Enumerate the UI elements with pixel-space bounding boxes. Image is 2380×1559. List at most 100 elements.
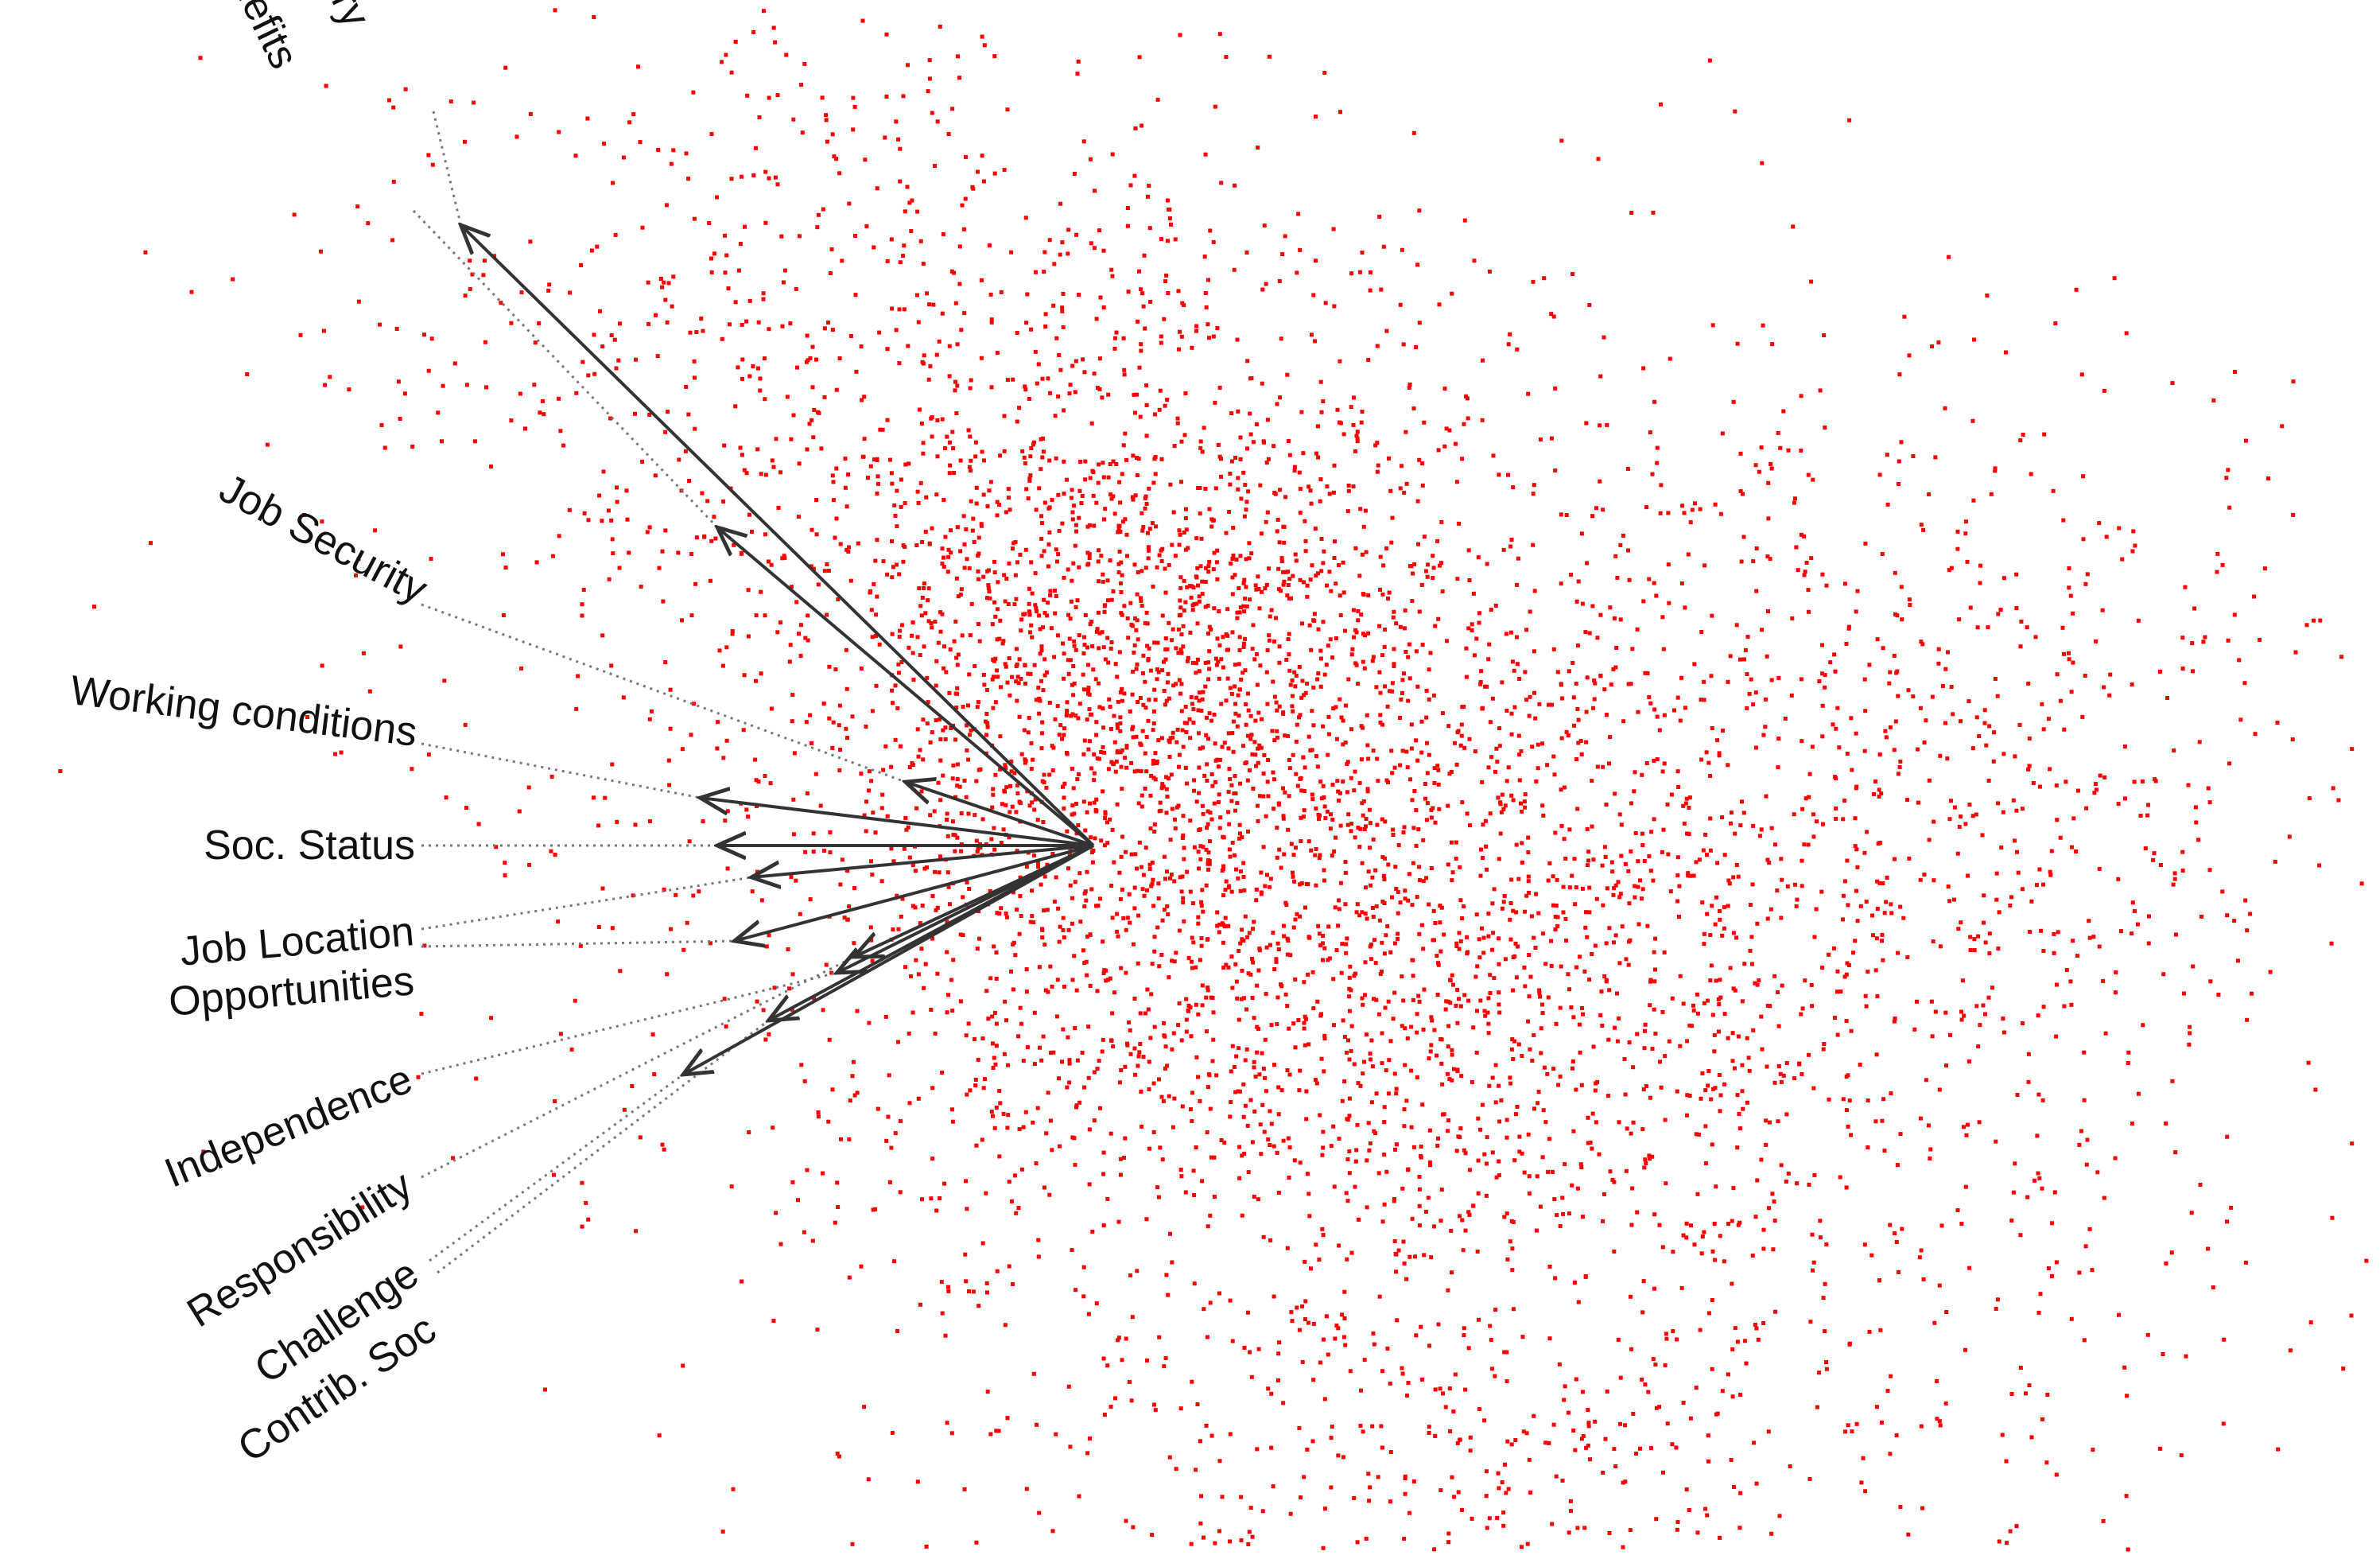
score-point [1845,858,1850,863]
score-point [1203,660,1208,665]
score-point [1190,935,1194,940]
score-point [1849,716,1854,721]
score-point [1559,512,1563,517]
score-point [1432,938,1436,943]
score-point [1978,563,1982,568]
score-point [1264,461,1269,465]
score-point [621,695,626,700]
score-point [2102,388,2106,393]
score-point [1438,1386,1442,1391]
score-point [1260,1051,1264,1056]
score-point [1687,1023,1692,1028]
score-point [1493,603,1498,608]
score-point [1179,682,1184,686]
score-point [1768,461,1773,466]
score-point [1226,790,1231,795]
score-point [1948,1032,1952,1037]
score-point [840,857,844,862]
score-point [667,783,672,787]
score-point [1483,1013,1488,1018]
score-point [1260,717,1264,721]
score-point [1260,589,1264,594]
score-point [722,840,727,845]
score-point [1298,882,1303,887]
score-point [613,232,618,237]
score-point [1384,933,1388,938]
score-point [1803,570,1807,574]
score-point [2245,928,2250,933]
score-point [1500,906,1504,911]
score-point [1375,822,1380,827]
score-point [860,18,865,23]
score-point [245,372,250,376]
score-point [1586,1424,1591,1429]
score-point [1877,787,1881,792]
score-point [1653,967,1657,972]
score-point [503,873,507,877]
score-point [2138,814,2143,818]
score-point [1207,559,1212,564]
score-point [1082,370,1087,375]
score-point [2232,919,2237,923]
score-point [1369,942,1373,947]
score-point [1468,823,1472,828]
score-point [1271,679,1275,684]
score-point [847,1275,852,1280]
score-point [468,286,472,291]
score-point [1888,1223,1893,1227]
score-point [954,655,959,660]
score-point [992,826,996,830]
score-point [957,244,962,249]
score-point [1173,826,1178,830]
score-point [2055,818,2060,822]
score-point [1148,826,1153,831]
score-point [1352,1062,1357,1067]
score-point [1741,811,1746,815]
score-point [1965,559,1970,564]
score-point [860,398,864,402]
score-point [1088,712,1093,717]
score-point [1416,542,1420,546]
score-point [422,943,427,948]
score-point [1164,698,1169,703]
score-point [662,887,666,892]
score-point [1555,877,1559,882]
score-point [1466,548,1471,553]
score-point [1102,968,1107,973]
score-point [1854,847,1859,852]
score-point [1410,798,1415,803]
score-point [2293,650,2298,655]
score-point [964,1279,969,1284]
score-point [1844,1019,1849,1024]
score-point [1275,708,1279,713]
score-point [1106,660,1111,665]
score-point [1448,1001,1453,1005]
score-point [1781,1073,1786,1078]
score-point [1351,608,1356,612]
score-point [1694,1386,1699,1390]
score-point [1133,493,1138,498]
score-point [665,320,670,325]
score-point [839,1137,843,1141]
score-point [976,169,980,174]
score-point [1025,1045,1030,1050]
score-point [1967,803,1972,807]
score-point [1380,817,1384,822]
score-point [2087,1227,2092,1231]
score-point [816,582,821,587]
score-point [950,1119,955,1124]
score-point [324,84,328,88]
score-point [1497,726,1502,731]
score-point [1246,971,1251,976]
score-point [938,1196,942,1200]
score-point [1393,1251,1398,1256]
score-point [1555,1213,1559,1218]
score-point [1740,999,1745,1004]
score-point [1190,1118,1194,1123]
score-point [1275,735,1279,740]
score-point [1245,446,1249,451]
score-point [1811,1086,1816,1091]
score-point [2068,979,2073,984]
score-point [1809,556,1814,561]
score-point [922,644,926,649]
